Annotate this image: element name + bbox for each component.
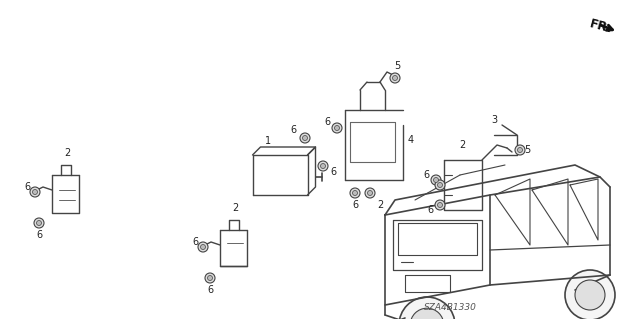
Text: 6: 6 bbox=[36, 230, 42, 240]
Circle shape bbox=[321, 164, 326, 168]
Circle shape bbox=[433, 177, 438, 182]
Circle shape bbox=[303, 136, 307, 140]
Text: 6: 6 bbox=[207, 285, 213, 295]
Circle shape bbox=[30, 187, 40, 197]
Circle shape bbox=[515, 145, 525, 155]
Text: 6: 6 bbox=[290, 125, 296, 135]
Circle shape bbox=[33, 189, 38, 195]
Circle shape bbox=[435, 180, 445, 190]
Circle shape bbox=[438, 182, 442, 188]
Text: 6: 6 bbox=[324, 117, 330, 127]
Circle shape bbox=[205, 273, 215, 283]
Circle shape bbox=[207, 276, 212, 280]
Text: FR.: FR. bbox=[588, 18, 614, 36]
Text: 6: 6 bbox=[352, 200, 358, 210]
Text: 2: 2 bbox=[459, 140, 465, 150]
Circle shape bbox=[198, 242, 208, 252]
Circle shape bbox=[575, 280, 605, 310]
Circle shape bbox=[410, 308, 444, 319]
Circle shape bbox=[365, 188, 375, 198]
Text: 2: 2 bbox=[64, 148, 70, 158]
Circle shape bbox=[435, 200, 445, 210]
Text: 6: 6 bbox=[24, 182, 30, 192]
Circle shape bbox=[332, 123, 342, 133]
Circle shape bbox=[200, 244, 205, 249]
Text: 5: 5 bbox=[524, 145, 530, 155]
Text: 2: 2 bbox=[232, 203, 238, 213]
Circle shape bbox=[300, 133, 310, 143]
Circle shape bbox=[335, 125, 339, 130]
Text: 1: 1 bbox=[265, 136, 271, 146]
Text: SZA4B1330: SZA4B1330 bbox=[424, 303, 476, 313]
Circle shape bbox=[431, 175, 441, 185]
Circle shape bbox=[367, 190, 372, 196]
Text: 6: 6 bbox=[330, 167, 336, 177]
Circle shape bbox=[350, 188, 360, 198]
Text: 5: 5 bbox=[394, 61, 400, 71]
Text: 3: 3 bbox=[491, 115, 497, 125]
Text: 6: 6 bbox=[423, 170, 429, 180]
Circle shape bbox=[34, 218, 44, 228]
Text: 6: 6 bbox=[192, 237, 198, 247]
Text: 2: 2 bbox=[377, 200, 383, 210]
Circle shape bbox=[390, 73, 400, 83]
Circle shape bbox=[392, 76, 397, 80]
Circle shape bbox=[438, 203, 442, 207]
Circle shape bbox=[565, 270, 615, 319]
Circle shape bbox=[518, 147, 522, 152]
Text: 6: 6 bbox=[427, 205, 433, 215]
Circle shape bbox=[318, 161, 328, 171]
Text: 4: 4 bbox=[408, 135, 414, 145]
Circle shape bbox=[36, 220, 42, 226]
Circle shape bbox=[353, 190, 358, 196]
Circle shape bbox=[399, 297, 455, 319]
